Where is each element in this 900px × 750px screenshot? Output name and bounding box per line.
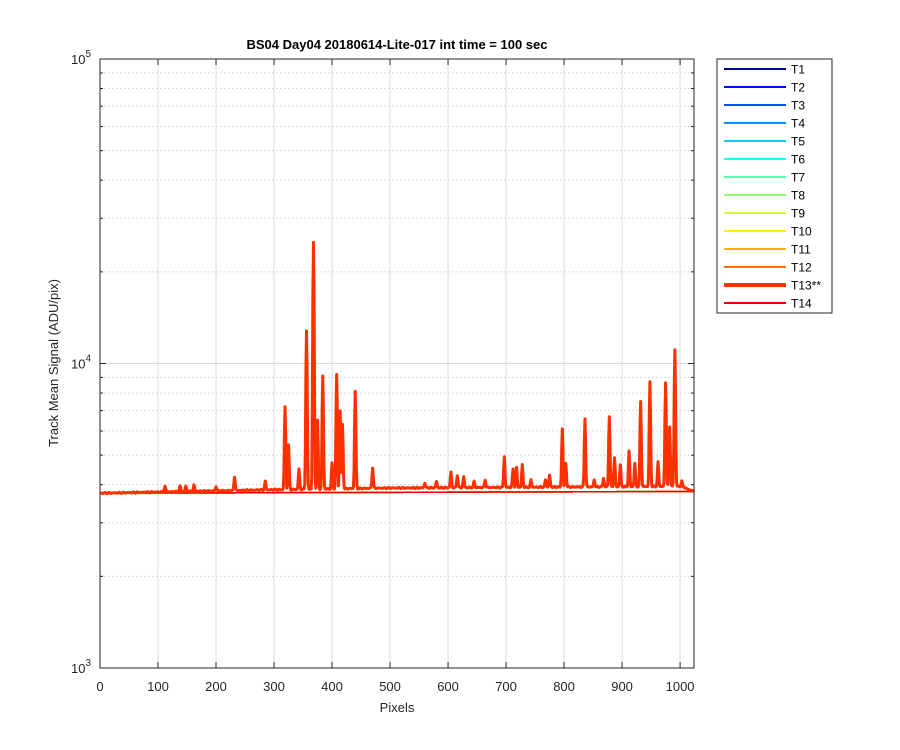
legend-label: T2 [791, 81, 805, 95]
x-axis-label: Pixels [380, 700, 415, 715]
legend-label: T14 [791, 297, 812, 311]
legend-label: T12 [791, 261, 812, 275]
chart-title: BS04 Day04 20180614-Lite-017 int time = … [247, 37, 548, 52]
series-line-t14 [99, 490, 694, 494]
ticks: 0 100 200 300 400 500 600 700 800 900 1000 103 104 10… [71, 49, 695, 694]
x-tick-label: 100 [147, 679, 169, 694]
grid [100, 59, 694, 668]
x-tick-label: 600 [437, 679, 459, 694]
legend-label: T8 [791, 189, 805, 203]
legend-label: T6 [791, 153, 805, 167]
legend-label: T1 [791, 63, 805, 77]
x-tick-label: 300 [263, 679, 285, 694]
legend-label: T13** [791, 279, 821, 293]
x-tick-label: 0 [96, 679, 103, 694]
legend-label: T3 [791, 99, 805, 113]
x-tick-label: 700 [495, 679, 517, 694]
legend-label: T11 [791, 243, 811, 257]
y-tick-label: 103 [71, 658, 91, 676]
x-tick-label: 500 [379, 679, 401, 694]
y-tick-label: 105 [71, 49, 91, 67]
series-line-t13 [99, 240, 696, 496]
x-tick-label: 900 [611, 679, 633, 694]
x-tick-label: 800 [553, 679, 575, 694]
legend-box [716, 58, 833, 314]
x-tick-label: 400 [321, 679, 343, 694]
legend: T1 T2 T3 T4 T5 T6 T7 T8 T9 T10 T11 T12 T13** T14 [716, 58, 833, 314]
series-group [99, 240, 696, 496]
legend-label: T10 [791, 225, 812, 239]
legend-label: T5 [791, 135, 805, 149]
x-tick-label: 1000 [666, 679, 695, 694]
legend-label: T4 [791, 117, 805, 131]
x-tick-label: 200 [205, 679, 227, 694]
y-axis-label: Track Mean Signal (ADU/pix) [46, 279, 61, 447]
legend-label: T7 [791, 171, 805, 185]
legend-label: T9 [791, 207, 805, 221]
y-tick-label: 104 [71, 354, 91, 372]
